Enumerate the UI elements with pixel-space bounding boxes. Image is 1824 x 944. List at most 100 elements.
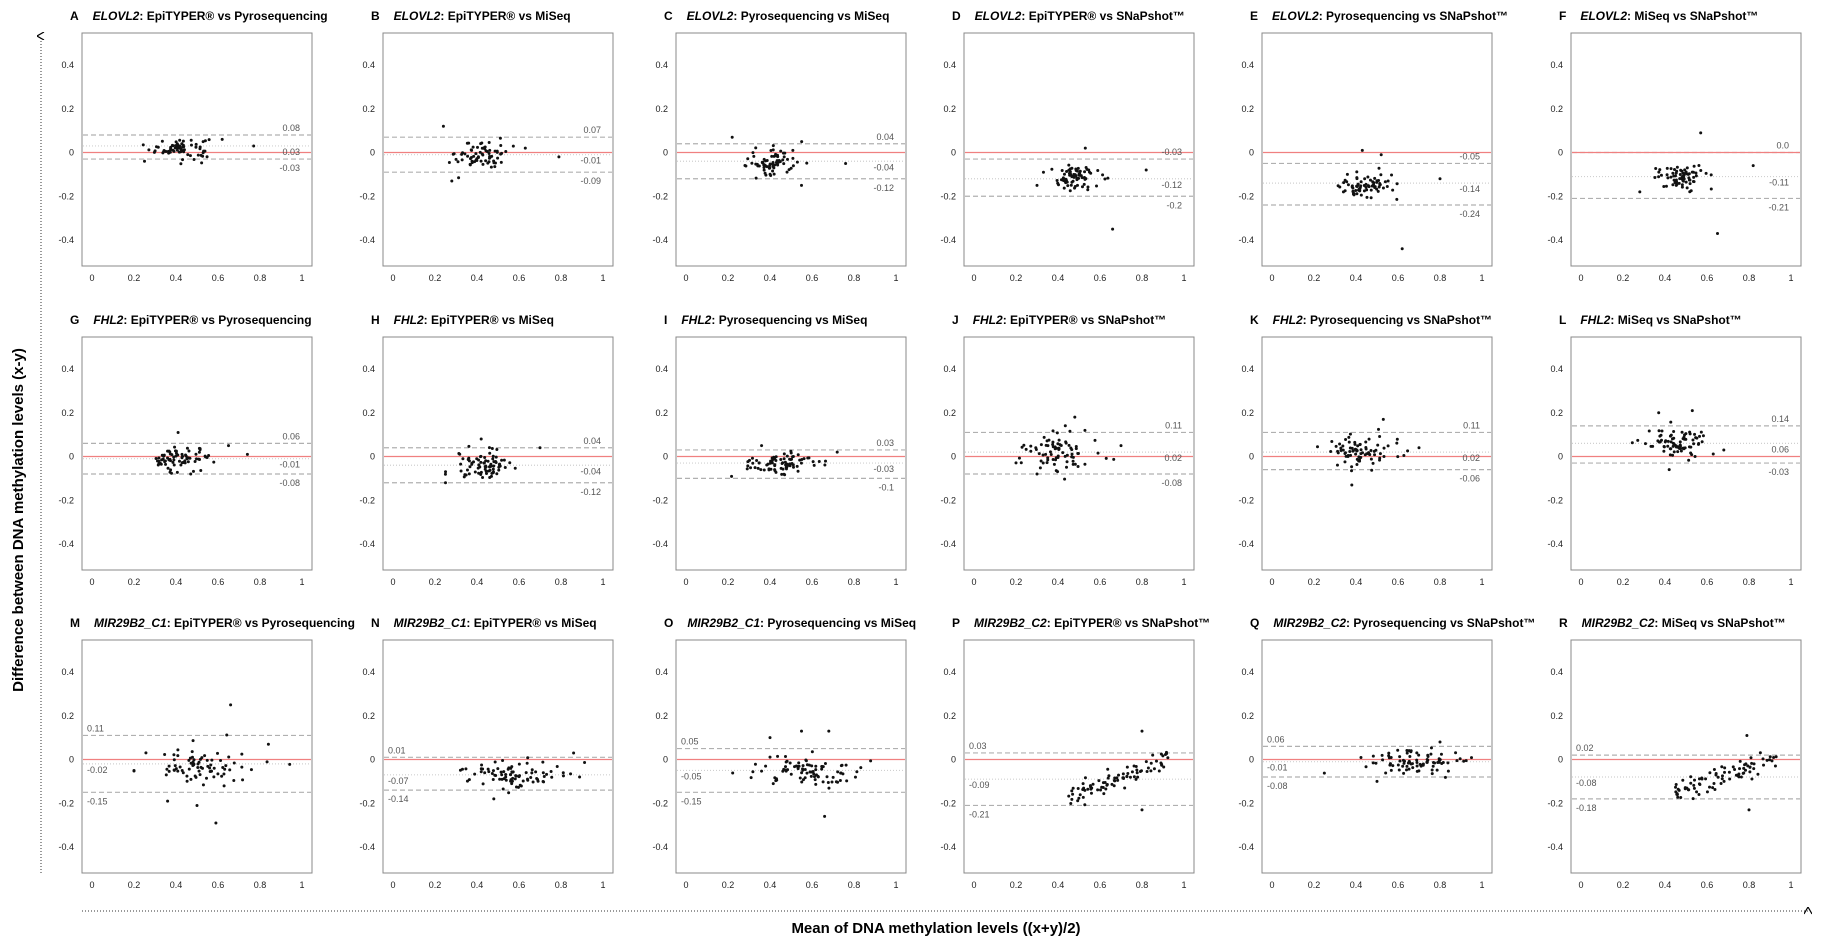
data-point (459, 462, 463, 466)
data-point (1683, 786, 1687, 790)
x-tick-label: 0.8 (555, 880, 568, 890)
data-point (1376, 443, 1380, 447)
title-colon: : (1319, 9, 1326, 23)
data-point (775, 778, 779, 782)
data-point (1378, 183, 1382, 187)
data-point (186, 153, 190, 157)
data-point (1398, 759, 1402, 763)
data-point (465, 468, 469, 472)
x-tick-label: 1 (1788, 577, 1793, 587)
data-point (1669, 167, 1673, 171)
data-point (216, 772, 220, 776)
title-colon: : (1627, 9, 1634, 23)
data-point (192, 758, 196, 762)
data-point (1115, 776, 1119, 780)
x-tick-label: 1 (299, 273, 304, 283)
data-point (1371, 754, 1375, 758)
panel-title: F ELOVL2: MiSeq vs SNaPshot™ (1559, 9, 1758, 23)
data-point (1315, 445, 1319, 449)
y-tick-label: -0.4 (359, 539, 375, 549)
data-point (530, 771, 534, 775)
data-point (1035, 183, 1039, 187)
data-point (1374, 448, 1378, 452)
method-2: MiSeq (881, 616, 916, 630)
data-point (557, 155, 561, 159)
x-tick-label: 0.4 (471, 273, 484, 283)
y-tick-label: 0 (1558, 452, 1563, 462)
data-point (1365, 188, 1369, 192)
data-point (1076, 465, 1080, 469)
x-tick-label: 0.6 (1094, 273, 1107, 283)
data-point (813, 778, 817, 782)
y-tick-label: 0.2 (1241, 104, 1254, 114)
gene-name: FHL2 (1273, 313, 1303, 327)
data-point (1073, 462, 1077, 466)
data-point (759, 468, 763, 472)
data-point (797, 761, 801, 765)
data-point (484, 464, 488, 468)
data-point (812, 772, 816, 776)
data-point (1055, 179, 1059, 183)
data-point (1070, 789, 1074, 793)
data-point (1355, 457, 1359, 461)
data-point (501, 758, 505, 762)
data-point (1067, 794, 1071, 798)
data-point (1019, 461, 1023, 465)
y-tick-label: -0.4 (940, 235, 956, 245)
data-point (1669, 433, 1673, 437)
data-point (1101, 785, 1105, 789)
data-point (762, 163, 766, 167)
data-point (1750, 761, 1754, 765)
data-point (1364, 440, 1368, 444)
data-point (768, 166, 772, 170)
data-point (569, 772, 573, 776)
data-point (1689, 775, 1693, 779)
data-point (1765, 758, 1769, 762)
data-point (1113, 776, 1117, 780)
data-point (1406, 449, 1410, 453)
y-tick-label: 0.2 (362, 711, 375, 721)
data-point (1125, 765, 1129, 769)
data-point (1063, 424, 1067, 428)
data-point (500, 151, 504, 155)
data-point (1441, 761, 1445, 765)
data-point (450, 179, 454, 183)
data-point (1758, 751, 1762, 755)
data-point (199, 153, 203, 157)
data-point (500, 458, 504, 462)
data-point (1338, 442, 1342, 446)
data-point (478, 150, 482, 154)
y-tick-label: 0.4 (1550, 667, 1563, 677)
lower-limit-label: -0.03 (279, 163, 300, 173)
panel-letter: Q (1250, 616, 1259, 630)
data-point (1647, 429, 1651, 433)
y-tick-label: 0.2 (362, 408, 375, 418)
data-point (827, 729, 831, 733)
plot-frame (1570, 336, 1802, 571)
data-point (1681, 175, 1685, 179)
data-point (465, 141, 469, 145)
gene-name: ELOVL2 (1580, 9, 1627, 23)
data-point (482, 146, 486, 150)
data-point (1355, 185, 1359, 189)
data-point (1723, 766, 1727, 770)
gene-name: FHL2 (973, 313, 1003, 327)
data-point (1643, 442, 1647, 446)
data-point (1407, 767, 1411, 771)
data-point (1359, 448, 1363, 452)
panel-title: M MIR29B2_C1: EpiTYPER® vs Pyrosequencing (70, 616, 355, 630)
data-point (467, 459, 471, 463)
data-point (1689, 781, 1693, 785)
y-tick-label: 0.2 (655, 104, 668, 114)
x-tick-label: 0.2 (1010, 273, 1023, 283)
x-tick-label: 0.2 (429, 577, 442, 587)
data-point (193, 774, 197, 778)
y-tick-label: 0 (370, 452, 375, 462)
data-point (176, 769, 180, 773)
data-point (1335, 463, 1339, 467)
data-point (1405, 764, 1409, 768)
data-point (490, 772, 494, 776)
method-1: EpiTYPER® (448, 9, 516, 23)
data-point (460, 158, 464, 162)
data-point (468, 157, 472, 161)
